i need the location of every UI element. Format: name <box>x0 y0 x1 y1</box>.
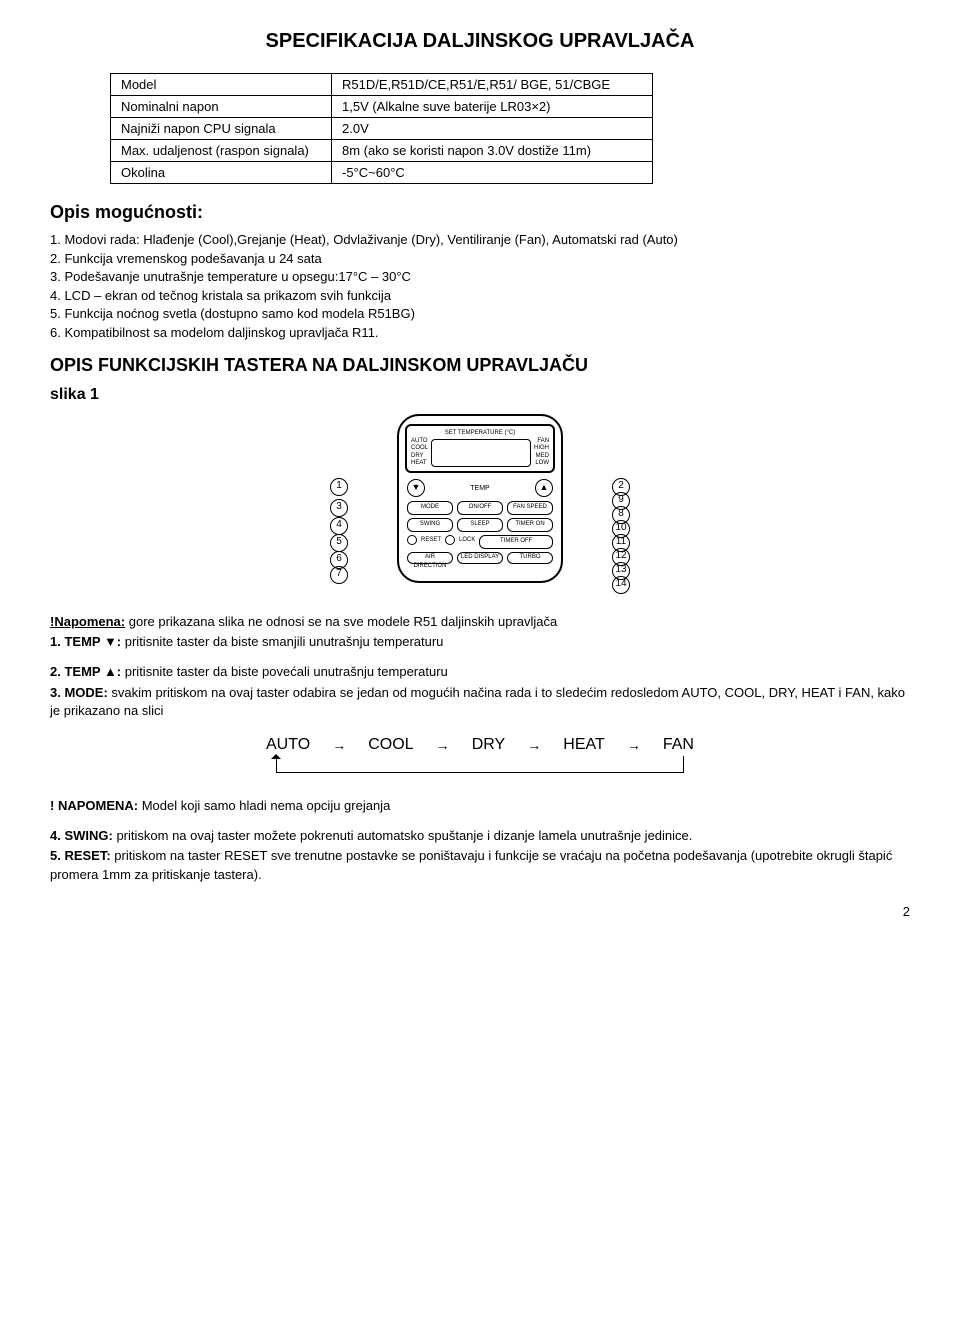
spec-cell: R51D/E,R51D/CE,R51/E,R51/ BGE, 51/CBGE <box>332 74 653 96</box>
callout-num: 7 <box>330 566 348 584</box>
notes-block-4: 4. SWING: pritiskom na ovaj taster možet… <box>50 827 910 884</box>
spec-cell: 1,5V (Alkalne suve baterije LR03×2) <box>332 96 653 118</box>
capability-item: 2. Funkcija vremenskog podešavanja u 24 … <box>50 250 910 268</box>
spec-cell: Nominalni napon <box>111 96 332 118</box>
mode-button: MODE <box>407 501 453 515</box>
mode-loop-line <box>276 756 684 773</box>
mode-flow-item: FAN <box>663 736 694 754</box>
lock-label: LOCK <box>459 535 475 549</box>
callout-num: 14 <box>612 576 630 594</box>
airdir-button: AIR DIRECTION <box>407 552 453 564</box>
capabilities-heading: Opis mogućnosti: <box>50 202 910 223</box>
timeroff-button: TIMER OFF <box>479 535 553 549</box>
mode-flow-item: COOL <box>368 736 413 754</box>
fanspeed-button: FAN SPEED <box>507 501 553 515</box>
callout-num: 4 <box>330 517 348 535</box>
arrow-icon: → <box>627 737 641 753</box>
leddisplay-button: LED DISPLAY <box>457 552 503 564</box>
mode-flow-diagram: AUTO→COOL→DRY→HEAT→FAN <box>260 736 700 773</box>
note-lead-rest: gore prikazana slika ne odnosi se na sve… <box>125 614 557 629</box>
capability-item: 5. Funkcija noćnog svetla (dostupno samo… <box>50 305 910 323</box>
figure-label: slika 1 <box>50 386 910 404</box>
timeron-button: TIMER ON <box>507 518 553 532</box>
section-2-title: OPIS FUNKCIJSKIH TASTERA NA DALJINSKOM U… <box>50 355 910 376</box>
callout-num: 3 <box>330 499 348 517</box>
screen-left-modes: AUTOCOOLDRYHEAT <box>411 438 428 467</box>
warn-text: Model koji samo hladi nema opciju grejan… <box>138 798 390 813</box>
button-row-2: SWING SLEEP TIMER ON <box>407 518 553 532</box>
spec-table: ModelR51D/E,R51D/CE,R51/E,R51/ BGE, 51/C… <box>110 73 653 184</box>
warn-label: ! NAPOMENA: <box>50 798 138 813</box>
capability-item: 4. LCD – ekran od tečnog kristala sa pri… <box>50 287 910 305</box>
note-item: 5. RESET: pritiskom na taster RESET sve … <box>50 847 910 883</box>
page-number: 2 <box>50 904 910 919</box>
temp-row: ▼ TEMP ▲ <box>407 479 553 497</box>
temp-up-button: ▲ <box>535 479 553 497</box>
mode-flow-item: HEAT <box>563 736 604 754</box>
lock-pin <box>445 535 455 545</box>
remote-screen: SET TEMPERATURE (°C) AUTOCOOLDRYHEAT FAN… <box>405 424 555 473</box>
note-item: 1. TEMP ▼: pritisnite taster da biste sm… <box>50 633 910 651</box>
button-row-3: RESET LOCK TIMER OFF <box>407 535 553 549</box>
screen-display-box <box>431 439 531 467</box>
capability-item: 6. Kompatibilnost sa modelom daljinskog … <box>50 324 910 342</box>
note-item: 3. MODE: svakim pritiskom na ovaj taster… <box>50 684 910 720</box>
callout-num: 1 <box>330 478 348 496</box>
callout-num: 5 <box>330 534 348 552</box>
reset-label: RESET <box>421 535 441 549</box>
remote-diagram: SET TEMPERATURE (°C) AUTOCOOLDRYHEAT FAN… <box>320 414 640 583</box>
spec-cell: 8m (ako se koristi napon 3.0V dostiže 11… <box>332 140 653 162</box>
spec-cell: 2.0V <box>332 118 653 140</box>
sleep-button: SLEEP <box>457 518 503 532</box>
arrow-icon: → <box>332 737 346 753</box>
arrow-icon: → <box>527 737 541 753</box>
temp-label: TEMP <box>470 485 489 492</box>
spec-cell: Najniži napon CPU signala <box>111 118 332 140</box>
mode-flow-item: DRY <box>472 736 506 754</box>
turbo-button: TURBO <box>507 552 553 564</box>
onoff-button: ON/OFF <box>457 501 503 515</box>
page-title: SPECIFIKACIJA DALJINSKOG UPRAVLJAČA <box>50 30 910 53</box>
note-lead: !Napomena: <box>50 614 125 629</box>
temp-down-button: ▼ <box>407 479 425 497</box>
note-item: 2. TEMP ▲: pritisnite taster da biste po… <box>50 663 910 681</box>
screen-right-modes: FANHIGHMEDLOW <box>534 438 549 467</box>
spec-cell: Model <box>111 74 332 96</box>
capability-item: 1. Modovi rada: Hlađenje (Cool),Grejanje… <box>50 231 910 249</box>
button-row-1: MODE ON/OFF FAN SPEED <box>407 501 553 515</box>
button-row-4: AIR DIRECTION LED DISPLAY TURBO <box>407 552 553 564</box>
note-item: 4. SWING: pritiskom na ovaj taster možet… <box>50 827 910 845</box>
capability-item: 3. Podešavanje unutrašnje temperature u … <box>50 268 910 286</box>
arrow-icon: → <box>436 737 450 753</box>
notes-block-1: !Napomena: gore prikazana slika ne odnos… <box>50 613 910 651</box>
notes-block-2: 2. TEMP ▲: pritisnite taster da biste po… <box>50 663 910 720</box>
spec-cell: Max. udaljenost (raspon signala) <box>111 140 332 162</box>
notes-block-3: ! NAPOMENA: Model koji samo hladi nema o… <box>50 797 910 815</box>
screen-title: SET TEMPERATURE (°C) <box>411 430 549 436</box>
capabilities-list: 1. Modovi rada: Hlađenje (Cool),Grejanje… <box>50 231 910 341</box>
spec-cell: Okolina <box>111 162 332 184</box>
swing-button: SWING <box>407 518 453 532</box>
reset-pin <box>407 535 417 545</box>
spec-cell: -5°C~60°C <box>332 162 653 184</box>
